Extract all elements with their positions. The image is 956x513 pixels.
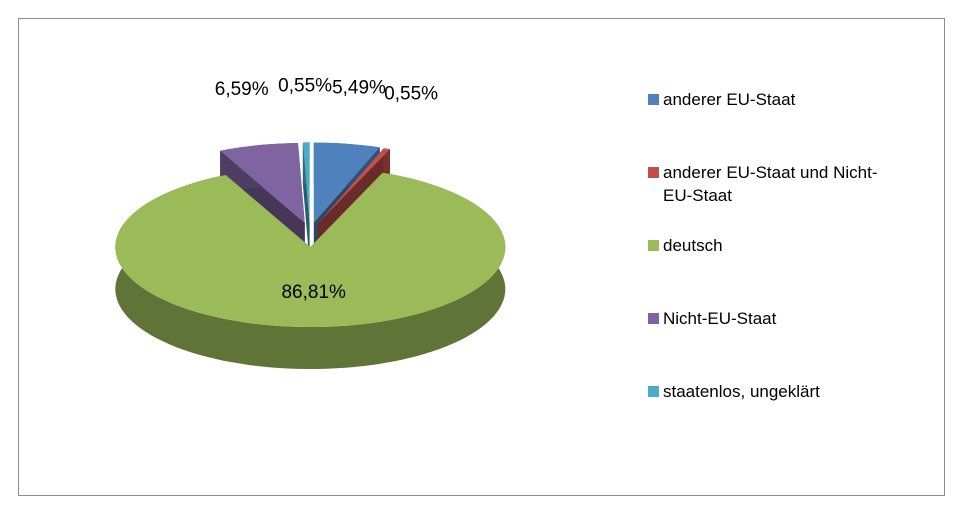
legend-item: anderer EU-Staat (648, 88, 888, 161)
legend-label: deutsch (663, 236, 723, 255)
legend-label: anderer EU-Staat und Nicht-EU-Staat (663, 163, 878, 205)
data-label: 86,81% (281, 282, 346, 303)
legend-swatch (648, 386, 659, 397)
legend: anderer EU-Staat anderer EU-Staat und Nic… (648, 88, 888, 453)
slice (317, 148, 390, 224)
data-label: 5,49% (332, 77, 386, 98)
legend-swatch (648, 240, 659, 251)
legend-item: anderer EU-Staat und Nicht-EU-Staat (648, 161, 888, 234)
legend-label: Nicht-EU-Staat (663, 309, 777, 328)
legend-item: deutsch (648, 234, 888, 307)
slice (302, 142, 310, 223)
data-label: 0,55% (278, 75, 332, 96)
pie-chart: 5,49%0,55% 86,81% 6,59% 0,55% (115, 75, 506, 369)
legend-label: anderer EU-Staat (663, 90, 796, 109)
legend-item: staatenlos, ungeklärt (648, 380, 888, 453)
slice-side (115, 172, 506, 369)
legend-label: staatenlos, ungeklärt (663, 382, 820, 401)
legend-swatch (648, 94, 659, 105)
legend-swatch (648, 167, 659, 178)
slice (115, 172, 506, 327)
data-label: 0,55% (384, 84, 438, 105)
slice (220, 143, 305, 223)
data-label: 6,59% (215, 79, 269, 100)
legend-swatch (648, 313, 659, 324)
slice (313, 142, 380, 223)
legend-item: Nicht-EU-Staat (648, 307, 888, 380)
slices (115, 142, 506, 369)
chart-frame (18, 18, 945, 496)
